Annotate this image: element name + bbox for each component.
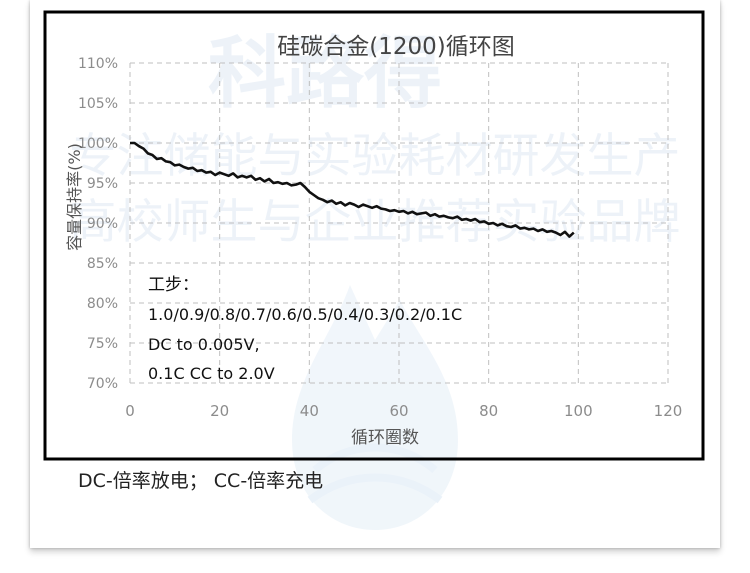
y-tick-label: 105% — [78, 96, 118, 112]
x-tick-label: 80 — [479, 402, 498, 420]
y-axis-label: 容量保持率(%) — [65, 143, 84, 251]
annotation-line-2: 1.0/0.9/0.8/0.7/0.6/0.5/0.4/0.3/0.2/0.1C — [148, 305, 462, 324]
x-tick-label: 100 — [564, 402, 593, 420]
y-tick-label: 90% — [87, 216, 118, 232]
watermark-drop-icon — [292, 285, 458, 530]
annotation-box: 工步： 1.0/0.9/0.8/0.7/0.6/0.5/0.4/0.3/0.2/… — [148, 275, 462, 383]
y-tick-label: 70% — [87, 376, 118, 392]
y-tick-labels: 70% 75% 80% 85% 90% 95% 100% 105% 110% — [78, 56, 118, 392]
x-axis-label: 循环圈数 — [351, 428, 419, 448]
y-tick-label: 80% — [87, 296, 118, 312]
y-tick-label: 95% — [87, 176, 118, 192]
watermark-logo-text: 科路得 — [208, 29, 442, 119]
series-line — [130, 141, 575, 238]
chart: 硅碳合金(1200)循环图 70% 75% 80% 85% 90% 95% 100% 105%… — [43, 10, 705, 461]
x-tick-label: 20 — [210, 402, 229, 420]
x-tick-label: 40 — [300, 402, 319, 420]
annotation-line-3: DC to 0.005V, — [148, 335, 260, 354]
y-tick-label: 85% — [87, 256, 118, 272]
annotation-line-4: 0.1C CC to 2.0V — [148, 364, 275, 383]
x-tick-labels: 0 20 40 60 80 100 120 — [125, 402, 682, 420]
y-tick-label: 110% — [78, 56, 118, 72]
chart-frame — [43, 10, 705, 461]
footnote: DC-倍率放电； CC-倍率充电 — [78, 470, 324, 492]
y-tick-label: 75% — [87, 336, 118, 352]
chart-title: 硅碳合金(1200)循环图 — [277, 34, 514, 60]
figure-card: 科路得 专注储能与实验耗材研发生产 高校师生与企业推荐实验品牌 硅碳合金(120… — [30, 0, 720, 548]
x-tick-label: 60 — [389, 402, 408, 420]
annotation-line-1: 工步： — [148, 275, 199, 295]
x-tick-label: 0 — [125, 402, 135, 420]
x-tick-label: 120 — [654, 402, 683, 420]
y-tick-label: 100% — [78, 136, 118, 152]
